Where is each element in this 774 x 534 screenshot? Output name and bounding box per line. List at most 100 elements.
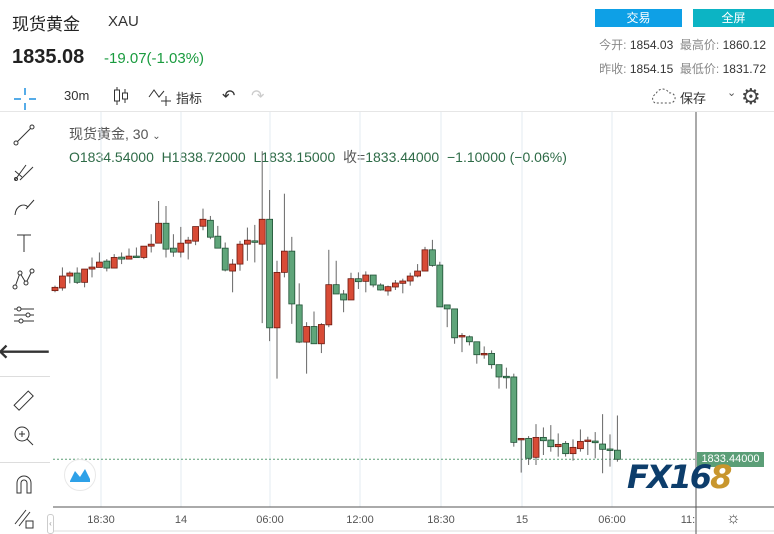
candle-up — [406, 275, 414, 282]
candle-up — [532, 436, 540, 458]
close-low-info: 昨收: 1854.15 最低价: 1831.72 — [599, 60, 766, 77]
candle-up — [317, 324, 325, 345]
candle-down — [591, 440, 599, 444]
high-label: 最高价: — [679, 38, 720, 52]
indicators-button[interactable]: 指标 — [176, 91, 203, 106]
toolbar-divider — [0, 111, 774, 112]
lock-drawing-icon[interactable] — [10, 505, 38, 531]
text-tool-icon[interactable] — [10, 230, 38, 256]
time-tick-label: 06:00 — [598, 514, 626, 526]
candle-down — [377, 284, 385, 291]
candle-down — [332, 284, 340, 295]
redo-icon[interactable]: ↷ — [251, 88, 265, 105]
open-label: 今开: — [599, 38, 627, 52]
candle-up — [66, 272, 74, 277]
candle-down — [562, 442, 569, 455]
candle-up — [584, 439, 592, 442]
ohlc-legend: O1834.54000 H1838.72000 L1833.15000 收=18… — [69, 147, 567, 167]
candle-up — [280, 250, 288, 273]
candle-down — [118, 256, 125, 260]
chevron-down-icon[interactable]: ⌄ — [727, 87, 737, 99]
candle-up — [480, 352, 488, 356]
candle-up — [184, 239, 192, 244]
time-tick-label: 18:30 — [87, 514, 115, 526]
zoom-in-icon[interactable] — [10, 423, 38, 449]
chart-legend-title[interactable]: 现货黄金, 30 ⌄ — [69, 126, 161, 142]
instrument-title: 现货黄金 — [12, 15, 80, 34]
drawing-toolbar: 🡐 — [0, 112, 51, 534]
candle-up — [236, 243, 244, 265]
candle-down — [614, 449, 621, 460]
time-tick-label: 12:00 — [346, 514, 374, 526]
candle-up — [325, 284, 333, 326]
legend-close: 1833.44000 — [365, 149, 440, 165]
chart-logo-button[interactable] — [64, 459, 96, 491]
candle-up — [81, 268, 88, 283]
indicator-icon[interactable] — [147, 85, 173, 110]
trend-line-icon[interactable] — [10, 122, 38, 148]
legend-name: 现货黄金, 30 — [69, 126, 149, 142]
candle-down — [436, 264, 444, 308]
candle-down — [443, 304, 451, 310]
high-value: 1860.12 — [722, 38, 766, 52]
interval-selector[interactable]: 30m — [64, 88, 90, 103]
candle-down — [340, 293, 348, 301]
collapse-toolbar-handle[interactable]: ‹ — [47, 514, 54, 534]
time-tick-label: 15 — [515, 514, 529, 526]
candle-down — [214, 235, 222, 249]
candle-up — [140, 245, 148, 258]
candle-up — [384, 286, 392, 292]
time-tick-label: 06:00 — [256, 514, 284, 526]
ruler-icon[interactable] — [10, 388, 38, 414]
save-button[interactable]: 保存 — [680, 91, 707, 106]
candle-down — [495, 364, 503, 378]
candle-up — [554, 443, 562, 448]
pattern-icon[interactable] — [10, 266, 38, 292]
candle-down — [369, 274, 377, 286]
crosshair-icon[interactable] — [12, 86, 38, 115]
gear-icon[interactable]: ⚙ — [741, 84, 761, 109]
candle-up — [517, 437, 525, 441]
candle-up — [399, 280, 407, 284]
candle-down — [428, 249, 436, 266]
magnet-icon[interactable] — [10, 472, 38, 498]
axis-settings-icon[interactable]: ☼ — [726, 510, 741, 527]
candle-up — [229, 263, 237, 272]
candle-down — [103, 260, 111, 269]
candle-up — [577, 440, 584, 450]
candle-down — [525, 437, 532, 459]
candle-down — [73, 272, 81, 283]
cloud-icon[interactable] — [650, 86, 676, 109]
candle-down — [266, 218, 274, 329]
candle-up — [569, 446, 577, 455]
open-high-info: 今开: 1854.03 最高价: 1860.12 — [599, 36, 766, 53]
candle-down — [169, 247, 177, 253]
time-tick-label: 18:30 — [427, 514, 455, 526]
prediction-tool-icon[interactable] — [10, 302, 38, 328]
candle-up — [258, 218, 266, 245]
fullscreen-button[interactable]: 全屏 — [693, 9, 774, 27]
candle-up — [88, 266, 96, 270]
fib-tool-icon[interactable] — [10, 158, 38, 184]
candle-up — [96, 261, 103, 268]
legend-low: L1833.15000 — [253, 149, 336, 165]
prev-close-value: 1854.15 — [629, 62, 674, 76]
undo-icon[interactable]: ↶ — [222, 88, 236, 105]
candle-up — [303, 326, 311, 343]
candle-down — [295, 304, 303, 343]
candle-down — [606, 448, 614, 451]
trade-button[interactable]: 交易 — [595, 9, 682, 27]
instrument-symbol: XAU — [108, 13, 139, 30]
price-change: -19.07(-1.03%) — [104, 50, 205, 67]
candle-down — [288, 250, 296, 305]
legend-high: H1838.72000 — [161, 149, 246, 165]
candlestick-icon[interactable] — [112, 85, 130, 110]
candle-down — [251, 240, 259, 243]
candle-down — [310, 326, 318, 345]
candle-down — [206, 219, 214, 238]
fx168-logo: FX168 — [627, 458, 732, 496]
brush-icon[interactable] — [10, 194, 38, 220]
candle-down — [510, 376, 518, 443]
candle-down — [547, 439, 555, 448]
